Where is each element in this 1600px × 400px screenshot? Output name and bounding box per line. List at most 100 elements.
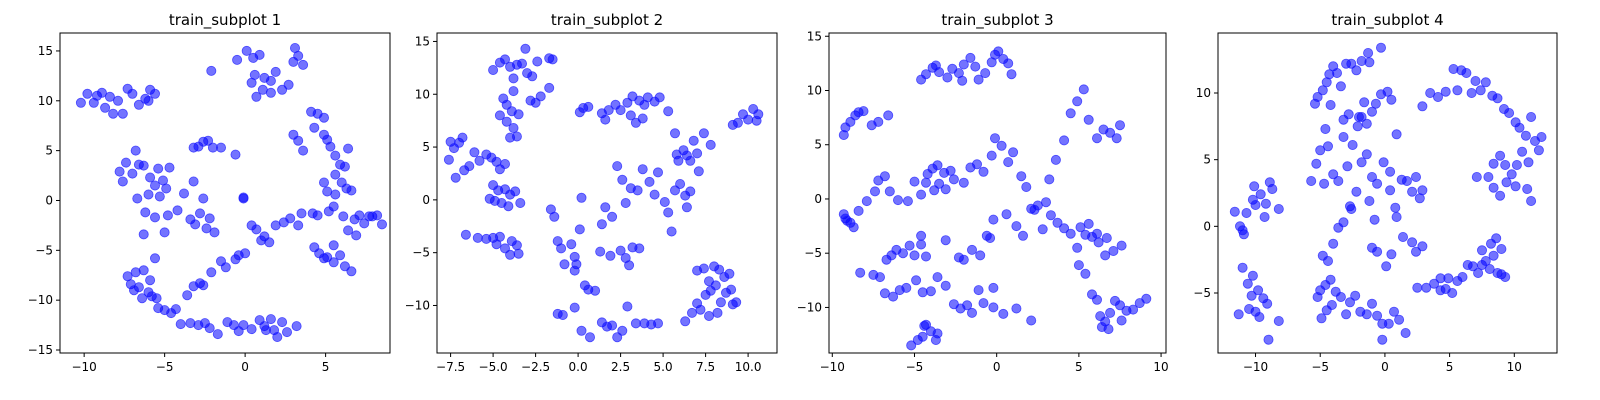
x-tick-label: 10: [1153, 360, 1168, 374]
data-point: [1377, 334, 1388, 345]
data-point: [1083, 114, 1094, 125]
data-point: [1382, 86, 1393, 97]
data-point: [133, 99, 144, 110]
data-point: [143, 95, 154, 106]
data-point: [296, 208, 307, 219]
data-point: [1394, 314, 1405, 325]
data-point: [583, 101, 594, 112]
data-point: [921, 69, 932, 80]
data-point: [149, 180, 160, 191]
data-point: [1246, 290, 1257, 301]
data-point: [705, 139, 716, 150]
data-point: [695, 304, 706, 315]
data-point: [625, 110, 636, 121]
x-tick-label: 10: [1507, 360, 1522, 374]
y-tick-label: 0: [45, 193, 53, 207]
data-point: [246, 77, 257, 88]
data-point: [666, 226, 677, 237]
data-point: [1367, 171, 1378, 182]
x-tick-label: 0: [993, 360, 1001, 374]
y-tick-label: −10: [405, 298, 430, 312]
data-point: [265, 75, 276, 86]
data-point: [1325, 274, 1336, 285]
data-point: [503, 201, 514, 212]
subplot-1: train_subplot 1 −10 −5 0 5 −15 −10 −5 0 5 10 15: [28, 11, 391, 374]
data-point: [201, 223, 212, 234]
x-tick-label: −10: [71, 360, 96, 374]
data-point: [1108, 245, 1119, 256]
data-point: [681, 202, 692, 213]
data-point: [704, 310, 715, 321]
data-point: [1325, 100, 1336, 111]
data-point: [726, 284, 737, 295]
data-point: [1317, 250, 1328, 261]
data-point: [883, 110, 894, 121]
data-point: [1018, 230, 1029, 241]
y-tick-label: −5: [804, 246, 822, 260]
data-point: [1320, 124, 1331, 135]
data-point: [178, 188, 189, 199]
data-point: [1273, 203, 1284, 214]
data-point: [359, 218, 370, 229]
data-point: [517, 58, 528, 69]
data-point: [1050, 154, 1061, 165]
data-point: [175, 319, 186, 330]
data-point: [281, 327, 292, 338]
data-point: [1417, 241, 1428, 252]
data-point: [972, 159, 983, 170]
y-tick-label: 10: [415, 87, 430, 101]
subplot-title: train_subplot 2: [551, 11, 663, 30]
x-tick-label: 7.5: [696, 360, 715, 374]
data-point: [246, 324, 257, 335]
data-point: [607, 320, 618, 331]
data-point: [637, 164, 648, 175]
data-point: [1262, 298, 1273, 309]
data-point: [1461, 68, 1472, 79]
data-point: [1351, 65, 1362, 76]
data-point: [1506, 169, 1517, 180]
data-point: [1389, 306, 1400, 317]
data-point: [544, 82, 555, 93]
data-point: [1356, 157, 1367, 168]
data-point: [916, 230, 927, 241]
data-point: [1411, 246, 1422, 257]
data-point: [1452, 85, 1463, 96]
data-point: [140, 207, 151, 218]
data-point: [1263, 334, 1274, 345]
data-point: [145, 172, 156, 183]
data-point: [1059, 135, 1070, 146]
data-point: [687, 307, 698, 318]
point-series: [1229, 42, 1547, 345]
data-point: [1255, 189, 1266, 200]
data-point: [204, 323, 215, 334]
y-tick-label: 0: [1203, 219, 1211, 233]
data-point: [1536, 131, 1547, 142]
data-point: [1520, 130, 1531, 141]
data-point: [1400, 327, 1411, 338]
data-point: [1326, 299, 1337, 310]
data-point: [1037, 224, 1048, 235]
data-point: [182, 290, 193, 301]
data-point: [285, 213, 296, 224]
data-point: [1421, 282, 1432, 293]
data-point: [585, 332, 596, 343]
data-point: [188, 176, 199, 187]
data-point: [680, 316, 691, 327]
subplot-3: train_subplot 3 −10 −5 0 5 10 −10 −5 0 5 10 15: [797, 11, 1169, 374]
data-point: [1511, 159, 1522, 170]
data-point: [354, 210, 365, 221]
data-point: [653, 167, 664, 178]
data-point: [508, 73, 519, 84]
data-point: [108, 108, 119, 119]
data-point: [1250, 199, 1261, 210]
data-point: [1241, 207, 1252, 218]
data-point: [1381, 261, 1392, 272]
data-point: [1351, 186, 1362, 197]
data-point: [1273, 315, 1284, 326]
data-point: [1229, 206, 1240, 217]
data-point: [1021, 181, 1032, 192]
data-point: [848, 222, 859, 233]
data-point: [962, 300, 973, 311]
data-point: [241, 45, 252, 56]
data-point: [1345, 297, 1356, 308]
